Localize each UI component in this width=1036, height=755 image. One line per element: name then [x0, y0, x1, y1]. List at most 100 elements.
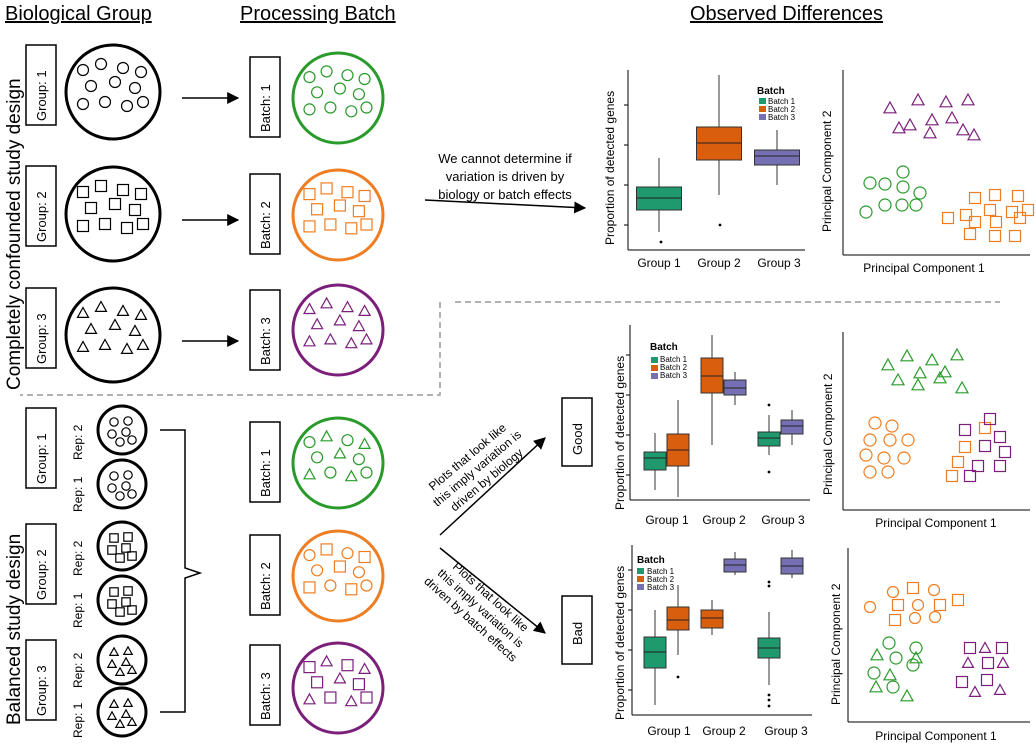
- plot2-g3-batch3-box: [780, 419, 804, 435]
- group-2-square-marker: [108, 197, 122, 211]
- pca3-batch1-triangle-marker: [908, 650, 924, 664]
- rep-g1-circle-marker: [115, 437, 125, 447]
- rep-g2-square-marker: [109, 587, 119, 597]
- header-biological-group: Biological Group: [5, 3, 152, 25]
- plot2-ylabel: Proportion of detected genes: [613, 356, 627, 510]
- group-2-square-marker: [116, 183, 130, 197]
- plot1-outlier: [659, 240, 663, 244]
- note-confounded-3: biology or batch effects: [438, 187, 572, 202]
- plot1-outlier: [718, 223, 722, 227]
- group-3-sample-circle: [64, 286, 162, 384]
- pca3-batch3-square-marker: [981, 656, 995, 670]
- plot2-legend-1: Batch 1: [660, 355, 688, 364]
- group-1-circle-marker: [134, 65, 148, 79]
- plot2-outlier: [767, 403, 771, 407]
- balanced-batch-2-square-marker: [358, 550, 371, 564]
- rep-g2-square-marker: [109, 533, 119, 543]
- batch-2-square-marker: [303, 220, 316, 233]
- pca3-batch3-square-marker: [955, 675, 969, 689]
- pca1-ylabel: Principal Component 2: [820, 110, 834, 232]
- pca3-batch1-circle-marker: [906, 658, 920, 672]
- pca3-batch2-circle-marker: [927, 583, 941, 597]
- plot1-legend-key-1: [759, 98, 766, 104]
- plot3-ylabel: Proportion of detected genes: [613, 566, 627, 720]
- rep-g3-triangle-marker: [126, 716, 138, 726]
- batch-3-triangle-marker: [302, 302, 317, 315]
- bracket: [160, 429, 203, 713]
- pca2-batch2-circle-marker: [897, 451, 911, 465]
- plot3-legend-3: Batch 3: [647, 583, 675, 592]
- plot2-legend-title: Batch: [650, 342, 678, 353]
- plot2-legend-key-1: [651, 357, 658, 363]
- rep-g3-triangle-marker: [114, 666, 126, 676]
- pca1-xlabel: Principal Component 1: [863, 261, 985, 275]
- rep-g3-triangle-marker: [108, 698, 120, 708]
- balanced-batch-1-triangle-marker: [333, 446, 347, 459]
- balanced-batch-1-circle-marker: [303, 436, 316, 449]
- balanced-group-3-label: Group: 3: [34, 665, 49, 716]
- rep-g3-triangle-marker: [122, 697, 134, 707]
- plot1-xtick-2: Group 2: [697, 256, 741, 270]
- plot3-legend-key-3: [637, 584, 644, 590]
- pca3-batch2-square-marker: [906, 581, 920, 595]
- pca3-batch1-circle-marker: [909, 641, 923, 655]
- pca2-batch3-square-marker: [958, 440, 972, 454]
- group-3-triangle-marker: [108, 318, 122, 330]
- pca2-batch2-circle-marker: [877, 451, 891, 465]
- pca2-batch3-square-marker: [951, 455, 965, 469]
- pca3-batch1-circle-marker: [882, 636, 896, 650]
- plot2-g1-batch1-box: [643, 451, 667, 471]
- group-1-label: Group: 1: [34, 70, 49, 121]
- balanced-batch-1-triangle-marker: [320, 429, 334, 442]
- batch-1-circle-marker: [311, 86, 324, 99]
- plot1-legend-2: Batch 2: [768, 105, 796, 114]
- pca3-batch1-triangle-marker: [869, 647, 885, 661]
- balanced-batch-1-triangle-marker: [344, 469, 358, 482]
- pca2-batch2-circle-marker: [859, 448, 873, 462]
- plot3-legend-key-2: [637, 576, 644, 582]
- rep-circle-g2-r1: [96, 520, 148, 572]
- group-1-circle-marker: [94, 57, 108, 71]
- plot3-outlier: [767, 580, 771, 584]
- group-3-triangle-marker: [128, 324, 142, 336]
- rep-g1-circle-marker: [109, 417, 119, 427]
- batch-1-circle-marker: [352, 88, 365, 101]
- batch-3-triangle-marker: [359, 332, 374, 345]
- rep-g1-circle-marker: [121, 427, 131, 437]
- rep-circle-g1-r1: [96, 404, 148, 456]
- pca2-batch3-square-marker: [993, 459, 1007, 473]
- plot2-legend-3: Batch 3: [660, 371, 688, 380]
- rep-g1-circle-marker: [127, 489, 137, 499]
- rep-g2-square-marker: [123, 532, 133, 542]
- balanced-batch-3-square-marker: [303, 660, 316, 674]
- balanced-batch-3-square-marker: [341, 659, 354, 672]
- pca3-batch2-circle-marker: [886, 585, 900, 599]
- pca1-batch3-triangle-marker: [924, 112, 940, 126]
- pca2-batch3-square-marker: [998, 445, 1012, 459]
- pca3-batch3-triangle-marker: [996, 656, 1010, 669]
- batch-1-circle-marker: [360, 101, 373, 114]
- balanced-batch-3-label: Batch: 3: [258, 672, 273, 720]
- balanced-batch-1-circle: [291, 416, 385, 510]
- plot2-xtick-1: Group 1: [645, 513, 689, 527]
- batch-3-box: [249, 289, 281, 371]
- plot3-xtick-3: Group 3: [764, 724, 808, 738]
- group-2-square-marker: [136, 217, 150, 231]
- balanced-batch-2-circle-marker: [303, 548, 316, 562]
- rep-circle-g3-r2: [96, 686, 148, 738]
- pca3-ylabel: Principal Component 2: [829, 583, 843, 705]
- balanced-batch-2-circle-marker: [360, 579, 373, 592]
- group-1-circle-marker: [98, 95, 112, 109]
- rep-g3-triangle-marker: [106, 710, 118, 720]
- group-2-square-marker: [76, 185, 90, 199]
- pca1-batch3-triangle-marker: [922, 125, 938, 139]
- balanced-batch-2-square-marker: [320, 543, 333, 556]
- group-3-label: Group: 3: [34, 313, 49, 364]
- batch-2-square-marker: [352, 205, 365, 218]
- rep-label-g2-r2: Rep: 2: [71, 540, 85, 576]
- group-3-triangle-marker: [134, 308, 148, 320]
- group-1-circle-marker: [108, 75, 122, 89]
- rep-g1-circle-marker: [115, 491, 125, 501]
- rep-g3-triangle-marker: [114, 718, 126, 728]
- balanced-batch-2-label: Batch: 2: [258, 562, 273, 610]
